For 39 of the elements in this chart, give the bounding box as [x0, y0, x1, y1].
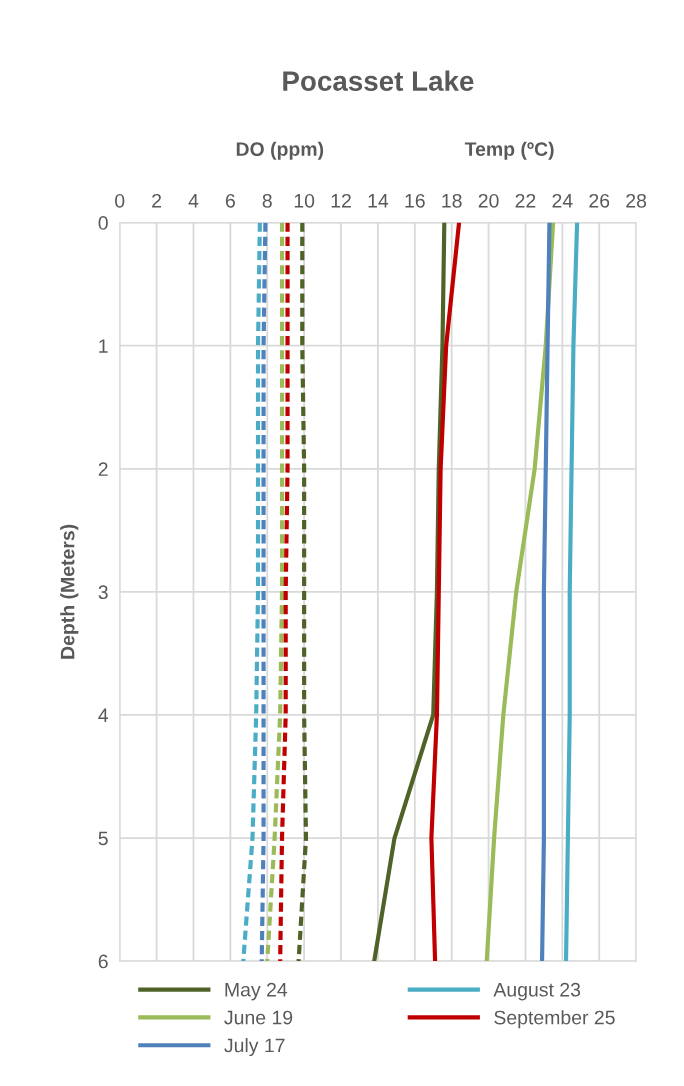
y-axis-title: Depth (Meters) [60, 524, 79, 659]
text: Temp (ºC) [464, 141, 554, 160]
x-tick-label: 10 [294, 193, 315, 208]
x-tick-label: 16 [405, 193, 425, 208]
x-tick-label: 4 [188, 194, 199, 208]
x-tick-label: 0 [115, 193, 125, 208]
legend-label: June 19 [224, 1010, 293, 1025]
x-tick-label: 6 [225, 193, 235, 208]
line-series [259, 222, 268, 962]
line-series [296, 222, 309, 962]
legend-label: August 23 [493, 982, 581, 1001]
legend-label: July 17 [224, 1038, 285, 1057]
line-series [539, 222, 552, 962]
x-tick-label: 24 [552, 193, 573, 208]
x-tick-label: 12 [331, 193, 351, 208]
x-tick-label: 26 [589, 193, 610, 208]
x-tick-label: 22 [515, 193, 536, 208]
y-tick-label: 3 [98, 585, 108, 600]
y-tick-label: 2 [98, 462, 108, 476]
chart-title: Pocasset Lake [283, 70, 474, 91]
x-tick-label: 28 [626, 193, 647, 208]
y-tick-label: 0 [98, 216, 108, 230]
line-series [278, 222, 290, 962]
y-tick-label: 1 [99, 339, 108, 353]
legend-label: September 25 [494, 1010, 615, 1029]
line-series [429, 222, 462, 962]
legend-label: May 24 [225, 982, 288, 1001]
line-series [265, 222, 285, 962]
x-tick-label: 2 [152, 193, 162, 208]
y-tick-label: 6 [98, 954, 108, 969]
x-tick-label: 20 [478, 193, 499, 208]
x-tick-label: 14 [368, 194, 389, 208]
y-tick-label: 4 [98, 708, 109, 722]
line-series [241, 222, 262, 962]
text: DO (ppm) [236, 141, 324, 160]
y-tick-label: 5 [98, 831, 108, 846]
x-tick-label: 8 [262, 193, 272, 208]
line-series [563, 222, 580, 962]
x-tick-label: 18 [442, 193, 462, 208]
